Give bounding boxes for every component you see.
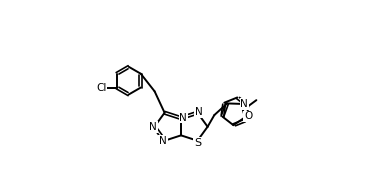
Text: Cl: Cl: [96, 83, 106, 93]
Text: N: N: [180, 113, 187, 122]
Text: N: N: [159, 136, 167, 146]
Text: N: N: [240, 99, 248, 109]
Text: S: S: [194, 138, 201, 148]
Text: N: N: [180, 113, 187, 122]
Text: N: N: [195, 107, 203, 117]
Text: methyl: methyl: [256, 97, 261, 99]
Text: N: N: [149, 122, 157, 132]
Text: O: O: [244, 111, 252, 121]
